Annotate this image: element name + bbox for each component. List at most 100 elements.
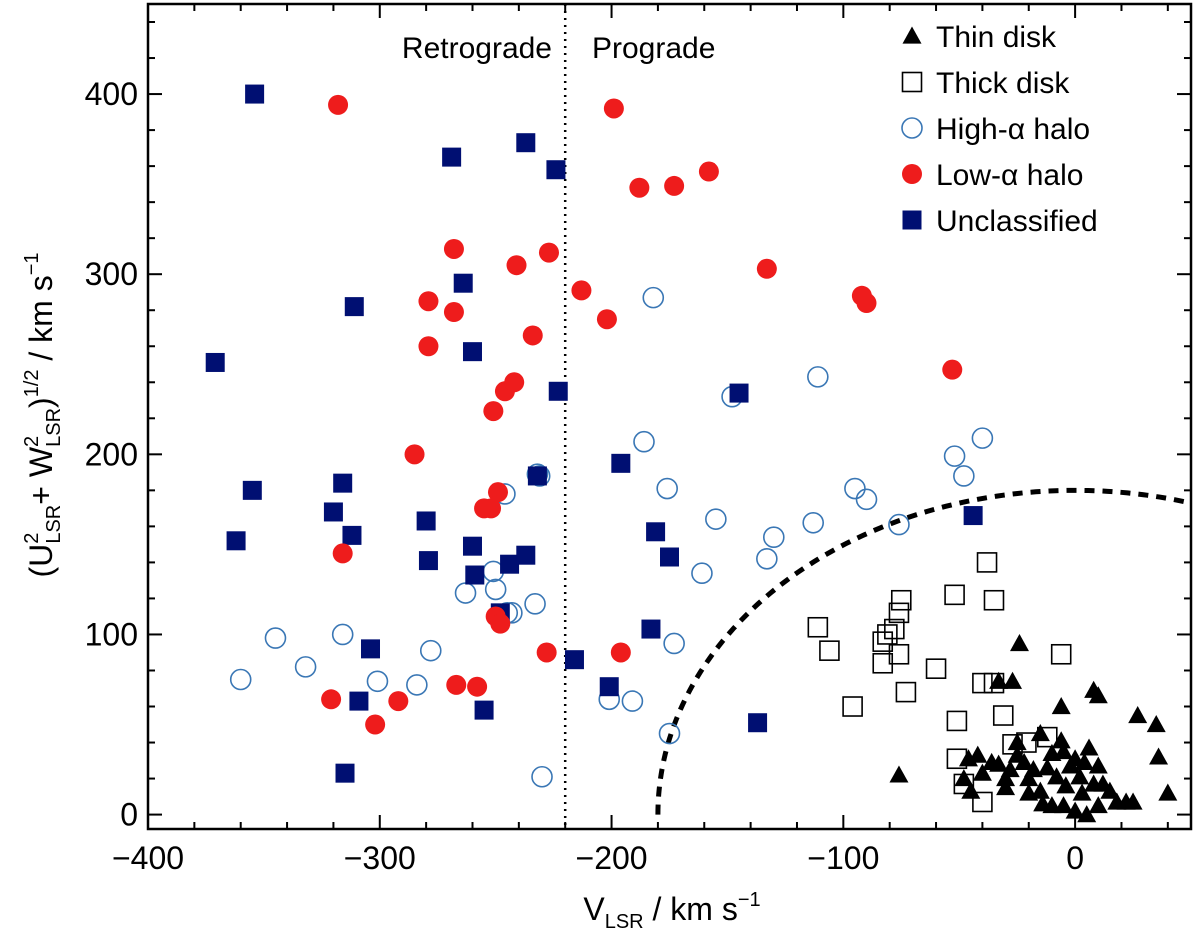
point-thin-disk	[1014, 752, 1034, 770]
point-high-halo	[484, 578, 507, 601]
point-high-halo	[531, 765, 553, 788]
point-low-halo	[571, 280, 592, 301]
y-tick-label: 100	[85, 616, 138, 652]
point-thin-disk	[1023, 760, 1043, 778]
point-high-halo	[691, 562, 713, 585]
point-unclassified	[453, 273, 473, 293]
point-thin-disk	[1088, 756, 1108, 774]
point-low-halo	[856, 293, 877, 314]
legend-marker-unclassified	[902, 210, 922, 230]
legend-marker-low-halo	[902, 164, 922, 184]
point-high-halo	[658, 722, 681, 745]
x-axis-title: VLSR / km s−1	[583, 889, 760, 933]
point-unclassified	[527, 466, 547, 486]
point-low-halo	[487, 482, 508, 503]
point-thick-disk	[884, 618, 905, 640]
point-thick-disk	[972, 672, 993, 694]
point-unclassified	[546, 160, 566, 180]
point-high-halo	[807, 366, 829, 388]
point-thick-disk	[953, 773, 975, 795]
point-low-halo	[504, 372, 525, 393]
plot-frame	[146, 2, 1193, 831]
region-label-retrograde: Retrograde	[402, 32, 552, 65]
point-thin-disk	[1088, 686, 1108, 704]
point-thin-disk	[1074, 752, 1094, 770]
legend-label-high-halo: High-α halo	[936, 113, 1090, 146]
point-thin-disk	[1037, 758, 1057, 776]
point-thin-disk	[1100, 781, 1120, 799]
point-low-halo	[664, 175, 685, 196]
point-thin-disk	[1088, 796, 1108, 814]
point-unclassified	[416, 511, 436, 531]
point-thin-disk	[996, 769, 1016, 787]
legend-marker-thin-disk	[902, 26, 922, 44]
point-thin-disk	[989, 754, 1009, 772]
point-low-halo	[536, 642, 557, 663]
point-low-halo	[596, 309, 617, 330]
point-unclassified	[462, 342, 482, 362]
point-thin-disk	[1054, 796, 1074, 814]
point-thick-disk	[976, 552, 998, 573]
series-low-halo	[321, 94, 963, 735]
point-low-halo	[610, 642, 631, 663]
point-unclassified	[333, 473, 353, 493]
point-low-halo	[756, 258, 777, 279]
point-low-halo	[629, 177, 650, 198]
point-high-halo	[705, 508, 727, 530]
x-tick-label: −300	[344, 840, 416, 876]
point-thin-disk	[1146, 715, 1166, 733]
point-thin-disk	[1123, 792, 1143, 810]
point-high-halo	[943, 445, 966, 467]
point-thin-disk	[1000, 760, 1020, 778]
point-thick-disk	[1036, 726, 1058, 748]
point-low-halo	[388, 691, 409, 712]
point-thin-disk	[961, 781, 981, 799]
point-high-halo	[656, 477, 678, 500]
point-high-halo	[331, 623, 354, 646]
point-thick-disk	[925, 658, 947, 679]
point-low-halo	[418, 336, 439, 357]
y-tick-labels: 0 100 200 300 400	[85, 76, 138, 833]
x-tick-labels: −400 −300 −200 −100 0	[112, 840, 1084, 876]
point-thin-disk	[1072, 783, 1092, 801]
point-high-halo	[406, 674, 428, 696]
point-unclassified	[242, 480, 262, 500]
point-thick-disk	[895, 681, 917, 703]
y-axis-title: (U2LSR+ W2LSR)1/2 / km s−1	[21, 252, 65, 577]
point-thick-disk	[842, 696, 863, 717]
point-high-halo	[663, 632, 685, 655]
point-thick-disk	[983, 672, 1005, 694]
point-high-halo	[294, 656, 317, 678]
y-tick-label: 300	[85, 256, 138, 292]
point-high-halo	[524, 593, 546, 615]
point-unclassified	[323, 502, 343, 522]
x-tick-label: −100	[807, 840, 879, 876]
point-low-halo	[506, 255, 527, 276]
x-tick-label: 0	[1066, 840, 1084, 876]
point-thin-disk	[958, 749, 978, 767]
series-thin-disk	[889, 633, 1178, 823]
point-low-halo	[490, 613, 511, 634]
point-low-halo	[443, 238, 464, 259]
point-unclassified	[611, 453, 631, 473]
point-unclassified	[226, 531, 246, 551]
point-high-halo	[366, 670, 389, 693]
point-thick-disk	[1016, 732, 1037, 753]
legend: Thin disk Thick disk High-α halo Low-α halo…	[901, 21, 1098, 238]
point-low-halo	[328, 94, 349, 115]
point-thick-disk	[1050, 643, 1072, 665]
point-thin-disk	[1065, 801, 1085, 819]
point-high-halo	[802, 511, 825, 534]
point-unclassified	[361, 639, 381, 659]
y-tick-label: 400	[85, 76, 138, 112]
point-high-halo	[756, 548, 778, 570]
y-tick-label: 0	[120, 797, 138, 833]
point-thick-disk	[972, 791, 993, 813]
point-thick-disk	[807, 616, 829, 638]
point-high-halo	[953, 465, 975, 487]
series-thick-disk	[807, 552, 1072, 813]
point-low-halo	[698, 161, 719, 182]
point-low-halo	[418, 291, 439, 312]
point-high-halo	[844, 477, 866, 500]
